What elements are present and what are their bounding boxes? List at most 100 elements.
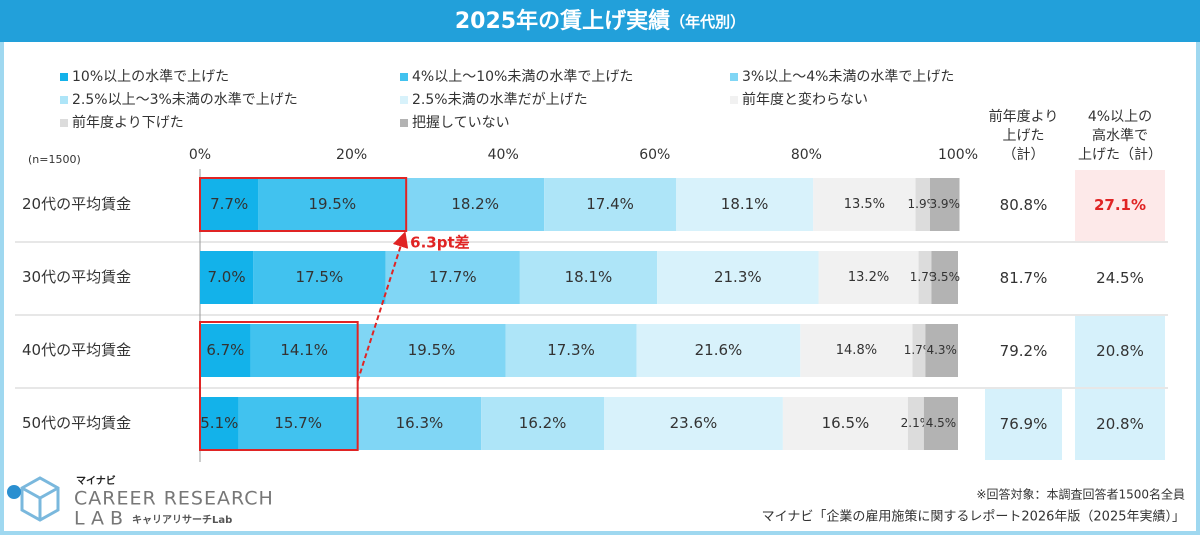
logo-line2: LAB xyxy=(74,508,129,530)
bar-segment xyxy=(250,324,358,377)
bar-segment xyxy=(925,324,958,377)
value-label: 4.3% xyxy=(926,343,957,357)
value-label: 17.5% xyxy=(296,268,344,286)
value-label: 19.5% xyxy=(308,195,356,213)
bar-segment xyxy=(918,251,932,304)
callout-label: 6.3pt差 xyxy=(410,234,469,252)
value-label: 17.4% xyxy=(586,195,634,213)
x-tick-label: 80% xyxy=(791,147,822,163)
summary-cell xyxy=(1075,389,1165,460)
chart-title-group: 2025年の賃上げ実績（年代別） xyxy=(455,8,745,34)
bar-segment xyxy=(238,397,358,450)
bar-segment xyxy=(800,324,913,377)
bar-segment xyxy=(604,397,783,450)
x-tick-label: 100% xyxy=(938,147,978,163)
bar-segment xyxy=(912,324,926,377)
summary-header: 上げた（計） xyxy=(1078,147,1162,163)
summary-value: 20.8% xyxy=(1096,415,1144,433)
bar-segment xyxy=(907,397,924,450)
value-label: 21.3% xyxy=(714,268,762,286)
value-label: 13.2% xyxy=(848,270,889,285)
summary-cell xyxy=(1075,316,1165,387)
summary-cell xyxy=(1075,243,1165,314)
category-label: 50代の平均賃金 xyxy=(22,414,131,432)
summary-cell xyxy=(985,170,1062,241)
category-label: 30代の平均賃金 xyxy=(22,268,131,286)
legend-label: 2.5%未満の水準だが上げた xyxy=(412,92,588,108)
legend-swatch xyxy=(60,96,68,104)
summary-value: 20.8% xyxy=(1096,342,1144,360)
summary-cell xyxy=(985,316,1062,387)
legend-label: 3%以上～4%未満の水準で上げた xyxy=(742,69,954,85)
bar-segment xyxy=(813,178,916,231)
logo-tagline: キャリアリサーチLab xyxy=(132,514,232,526)
callout-box xyxy=(199,177,408,232)
summary-value: 79.2% xyxy=(1000,342,1048,360)
summary-cell xyxy=(1075,170,1165,241)
value-label: 2.1% xyxy=(901,416,932,430)
bar-segment xyxy=(357,324,506,377)
value-label: 13.5% xyxy=(844,197,885,212)
logo-cube-edge xyxy=(21,486,59,520)
value-label: 23.6% xyxy=(670,414,718,432)
legend-swatch xyxy=(730,73,738,81)
value-label: 14.1% xyxy=(280,341,328,359)
value-label: 7.0% xyxy=(207,268,245,286)
value-label: 14.8% xyxy=(836,343,877,358)
bar-segment xyxy=(923,397,958,450)
chart-title: 2025年の賃上げ実績 xyxy=(455,8,670,34)
value-label: 16.3% xyxy=(396,414,444,432)
bar-segment xyxy=(481,397,605,450)
value-label: 6.7% xyxy=(206,341,244,359)
value-label: 7.7% xyxy=(210,195,248,213)
category-label: 20代の平均賃金 xyxy=(22,195,131,213)
value-label: 4.5% xyxy=(926,416,957,430)
bar-segment xyxy=(915,178,930,231)
value-label: 16.2% xyxy=(519,414,567,432)
legend-swatch xyxy=(730,96,738,104)
logo-line1: CAREER RESEARCH xyxy=(74,488,274,510)
footer-note: ※回答対象：本調査回答者1500名全員 xyxy=(976,487,1185,502)
value-label: 19.5% xyxy=(408,341,456,359)
bar-segment xyxy=(676,178,814,231)
value-label: 17.7% xyxy=(429,268,477,286)
summary-header: 上げた xyxy=(1003,128,1045,144)
bar-segment xyxy=(818,251,919,304)
legend-label: 4%以上～10%未満の水準で上げた xyxy=(412,69,633,85)
x-tick-label: 40% xyxy=(488,147,519,163)
value-label: 3.9% xyxy=(929,197,960,211)
summary-header: 高水準で xyxy=(1092,127,1148,144)
summary-value: 24.5% xyxy=(1096,269,1144,287)
legend-label: 前年度より下げた xyxy=(72,114,184,131)
footer-source: マイナビ「企業の雇用施策に関するレポート2026年版（2025年実績）」 xyxy=(762,509,1185,525)
bar-segment xyxy=(406,178,545,231)
bar-segment xyxy=(931,251,958,304)
legend-swatch xyxy=(400,96,408,104)
logo: マイナビ CAREER RESEARCH LAB キャリアリサーチLab xyxy=(7,474,274,530)
value-label: 17.3% xyxy=(547,341,595,359)
bar-segment xyxy=(782,397,908,450)
sample-note: (n=1500) xyxy=(28,153,81,166)
callout-arrow xyxy=(356,231,409,382)
callout-box xyxy=(199,321,359,451)
bar-segment xyxy=(544,178,677,231)
x-tick-label: 0% xyxy=(189,147,211,163)
bar-segment xyxy=(505,324,637,377)
legend-label: 把握していない xyxy=(412,115,510,131)
bar-segment xyxy=(519,251,658,304)
legend-label: 10%以上の水準で上げた xyxy=(72,69,229,85)
bar-segment xyxy=(929,178,960,231)
value-label: 18.1% xyxy=(721,195,769,213)
summary-value: 80.8% xyxy=(1000,196,1048,214)
legend-swatch xyxy=(400,119,408,127)
bar-segment xyxy=(657,251,819,304)
value-label: 18.1% xyxy=(565,268,613,286)
bar-segment xyxy=(636,324,801,377)
chart-subtitle: （年代別） xyxy=(670,13,745,31)
value-label: 3.5% xyxy=(929,270,960,284)
bar-segment xyxy=(200,178,259,231)
summary-value: 76.9% xyxy=(1000,415,1048,433)
value-label: 5.1% xyxy=(200,414,238,432)
